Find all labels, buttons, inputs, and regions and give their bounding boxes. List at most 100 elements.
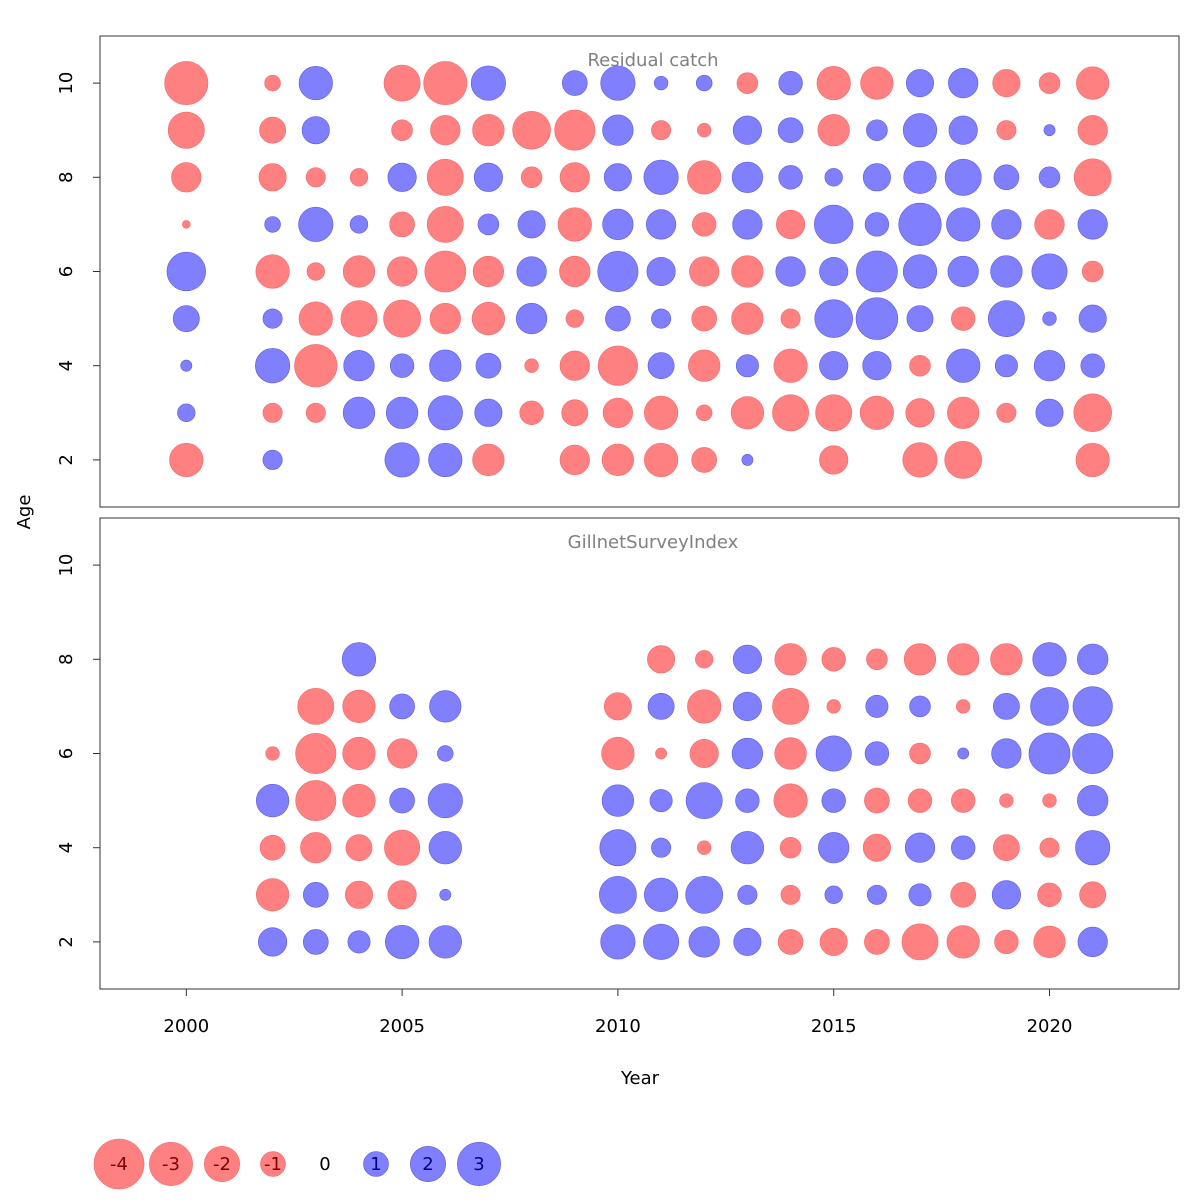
bubble (647, 692, 675, 720)
bubble (815, 394, 853, 432)
bubble (383, 64, 421, 102)
bubble (866, 884, 887, 905)
bubble (689, 256, 720, 287)
bubble (733, 927, 762, 956)
bubble (385, 924, 420, 959)
bubble (906, 69, 934, 98)
bubble (646, 256, 676, 287)
bubble-group (256, 642, 1114, 961)
bubble (262, 402, 283, 423)
bubble (1034, 209, 1065, 240)
bubble (862, 351, 892, 381)
bubble (824, 168, 843, 187)
bubble (946, 925, 980, 959)
x-tick-label: 2010 (595, 1016, 641, 1037)
bubble (655, 747, 667, 760)
bubble (856, 250, 898, 293)
legend-bubble (260, 1151, 286, 1177)
bubble (429, 690, 462, 723)
bubble (826, 699, 841, 714)
bubble (909, 742, 931, 765)
bubble (776, 209, 806, 239)
bubble (643, 923, 680, 960)
bubble (999, 793, 1014, 808)
bubble (305, 167, 326, 188)
bubble (1030, 687, 1069, 726)
bubble (387, 738, 418, 769)
bubble (424, 250, 467, 293)
y-tick-label: 8 (56, 654, 77, 665)
bubble (947, 643, 980, 676)
bubble (957, 747, 970, 760)
bubble (685, 875, 724, 914)
y-tick-label: 2 (56, 454, 77, 465)
bubble (992, 834, 1020, 862)
bubble (647, 645, 676, 674)
bubble (824, 885, 843, 904)
bubble (428, 831, 462, 865)
bubble (597, 251, 639, 292)
bubble (732, 691, 762, 721)
bubble (944, 441, 983, 479)
bubble (908, 883, 932, 907)
bubble (1039, 837, 1060, 858)
bubble (730, 396, 765, 430)
bubble (736, 72, 759, 94)
bubble (775, 256, 806, 287)
bubble (902, 113, 938, 148)
bubble (477, 213, 500, 236)
bubble (345, 880, 373, 909)
bubble (384, 442, 420, 478)
bubble (695, 650, 714, 669)
bubble (691, 447, 718, 473)
bubble (599, 875, 637, 914)
x-tick-label: 2000 (163, 1016, 209, 1037)
bubble (819, 351, 849, 381)
y-tick-label: 6 (56, 748, 77, 759)
bubble (342, 736, 376, 771)
bubble (169, 442, 204, 477)
bubble (300, 832, 332, 864)
bubble (819, 927, 848, 956)
bubble (1028, 732, 1071, 775)
bubble (951, 788, 976, 813)
bubble (735, 354, 759, 378)
bubble (866, 648, 888, 671)
bubble (688, 349, 721, 382)
bubble (1077, 643, 1109, 675)
bubble (816, 66, 851, 101)
bubble (1077, 784, 1109, 817)
bubble (817, 114, 850, 147)
bubble (298, 66, 333, 101)
bubble (651, 308, 672, 329)
bubble (1076, 66, 1110, 100)
bubble (177, 403, 196, 422)
bubble (898, 202, 942, 246)
bubble (429, 302, 461, 335)
bubble (735, 788, 760, 813)
bubble (428, 925, 462, 959)
bubble (1081, 260, 1104, 283)
bubble (603, 163, 632, 192)
bubble (516, 256, 547, 287)
bubble (439, 888, 452, 901)
bubble (644, 442, 679, 477)
bubble (1033, 350, 1066, 382)
bubble (1038, 166, 1061, 189)
bubble (819, 256, 849, 287)
bubble (255, 348, 291, 384)
x-axis-title: Year (620, 1068, 660, 1089)
bubble (996, 120, 1017, 141)
bubble (603, 692, 632, 721)
bubble (902, 254, 938, 289)
bubble (778, 165, 803, 190)
bubble (1077, 209, 1108, 240)
legend-label: 2 (422, 1154, 433, 1175)
bubble (600, 65, 636, 101)
bubble (602, 397, 633, 428)
bubble (651, 837, 672, 858)
bubble (909, 354, 931, 377)
bubble (732, 115, 762, 145)
bubble (341, 642, 377, 677)
bubble (990, 643, 1023, 676)
